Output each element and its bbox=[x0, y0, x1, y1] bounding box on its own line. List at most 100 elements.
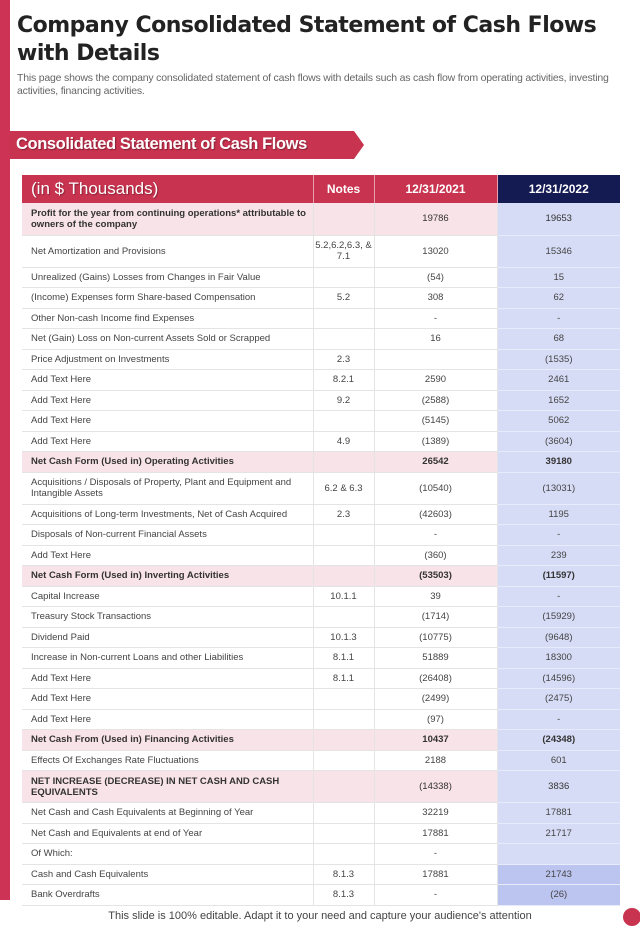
row-label: Effects Of Exchanges Rate Fluctuations bbox=[22, 750, 314, 771]
row-notes bbox=[313, 802, 375, 824]
row-notes bbox=[313, 750, 375, 771]
table-row: Profit for the year from continuing oper… bbox=[22, 203, 620, 236]
row-value-2022: (15929) bbox=[497, 606, 620, 628]
row-value-2022: 19653 bbox=[497, 203, 620, 236]
row-value-2021: - bbox=[374, 308, 498, 329]
row-value-2022: - bbox=[497, 524, 620, 546]
table-row: Capital Increase 10.1.1 39- bbox=[22, 586, 620, 607]
row-label: Add Text Here bbox=[22, 410, 314, 432]
row-label: Increase in Non-current Loans and other … bbox=[22, 647, 314, 669]
row-label: Dividend Paid bbox=[22, 627, 314, 648]
footer-note: This slide is 100% editable. Adapt it to… bbox=[108, 910, 532, 922]
row-label: Net Cash and Equivalents at end of Year bbox=[22, 823, 314, 844]
page-subtitle: This page shows the company consolidated… bbox=[17, 72, 609, 97]
row-label: Net Cash From (Used in) Financing Activi… bbox=[22, 729, 314, 751]
row-label: (Income) Expenses form Share-based Compe… bbox=[22, 287, 314, 309]
row-notes: 9.2 bbox=[313, 390, 375, 411]
row-notes bbox=[313, 451, 375, 473]
table-row: Cash and Cash Equivalents 8.1.3 17881 21743 bbox=[22, 864, 620, 885]
section-banner: Consolidated Statement of Cash Flows bbox=[10, 131, 364, 159]
row-value-2021: - bbox=[374, 843, 498, 865]
row-notes bbox=[313, 843, 375, 865]
row-value-2022: 239 bbox=[497, 545, 620, 566]
row-notes bbox=[313, 565, 375, 587]
table-row: Net Cash and Cash Equivalents at Beginni… bbox=[22, 802, 620, 824]
row-label: Add Text Here bbox=[22, 545, 314, 566]
row-value-2022: 62 bbox=[497, 287, 620, 309]
row-value-2021: (2588) bbox=[374, 390, 498, 411]
row-value-2021: (10775) bbox=[374, 627, 498, 648]
section-title: Consolidated Statement of Cash Flows bbox=[16, 135, 307, 153]
row-notes: 4.9 bbox=[313, 431, 375, 452]
row-notes: 2.3 bbox=[313, 504, 375, 525]
table-row: Net Cash Form (Used in) Inverting Activi… bbox=[22, 565, 620, 587]
row-value-2021: (54) bbox=[374, 267, 498, 288]
row-value-2021: (1714) bbox=[374, 606, 498, 628]
row-value-2021: 32219 bbox=[374, 802, 498, 824]
row-notes: 6.2 & 6.3 bbox=[313, 472, 375, 505]
row-value-2022: (11597) bbox=[497, 565, 620, 587]
row-value-2022: 17881 bbox=[497, 802, 620, 824]
row-label: NET INCREASE (DECREASE) IN NET CASH AND … bbox=[22, 770, 314, 803]
row-value-2022: 68 bbox=[497, 328, 620, 350]
row-notes: 8.2.1 bbox=[313, 369, 375, 391]
row-notes bbox=[313, 410, 375, 432]
row-value-2021: 10437 bbox=[374, 729, 498, 751]
row-value-2022: 5062 bbox=[497, 410, 620, 432]
row-value-2021: 13020 bbox=[374, 235, 498, 268]
row-value-2021: (2499) bbox=[374, 688, 498, 710]
row-notes: 8.1.3 bbox=[313, 884, 375, 906]
row-value-2021: (1389) bbox=[374, 431, 498, 452]
row-value-2021: 51889 bbox=[374, 647, 498, 669]
header-notes: Notes bbox=[313, 175, 375, 203]
row-value-2021: 2188 bbox=[374, 750, 498, 771]
row-value-2021: (5145) bbox=[374, 410, 498, 432]
table-row: (Income) Expenses form Share-based Compe… bbox=[22, 287, 620, 309]
row-label: Treasury Stock Transactions bbox=[22, 606, 314, 628]
table-row: Acquisitions of Long-term Investments, N… bbox=[22, 504, 620, 525]
table-row: Add Text Here (2499) (2475) bbox=[22, 688, 620, 710]
header-2022: 12/31/2022 bbox=[497, 175, 620, 203]
row-value-2021: (42603) bbox=[374, 504, 498, 525]
row-label: Net Cash Form (Used in) Operating Activi… bbox=[22, 451, 314, 473]
row-label: Add Text Here bbox=[22, 709, 314, 730]
row-notes bbox=[313, 606, 375, 628]
row-value-2021 bbox=[374, 349, 498, 370]
row-label: Disposals of Non-current Financial Asset… bbox=[22, 524, 314, 546]
row-value-2022: 15346 bbox=[497, 235, 620, 268]
table-row: Add Text Here 9.2 (2588) 1652 bbox=[22, 390, 620, 411]
row-value-2022: 1195 bbox=[497, 504, 620, 525]
row-value-2021: 308 bbox=[374, 287, 498, 309]
row-notes bbox=[313, 328, 375, 350]
table-row: Treasury Stock Transactions (1714) (15929) bbox=[22, 606, 620, 628]
table-row: Net Cash and Equivalents at end of Year 1… bbox=[22, 823, 620, 844]
row-label: Net Cash Form (Used in) Inverting Activi… bbox=[22, 565, 314, 587]
table-row: Add Text Here 8.2.1 2590 2461 bbox=[22, 369, 620, 391]
row-value-2021: (14338) bbox=[374, 770, 498, 803]
row-label: Profit for the year from continuing oper… bbox=[22, 203, 314, 236]
row-notes bbox=[313, 823, 375, 844]
row-value-2022: 18300 bbox=[497, 647, 620, 669]
table-row: Net Cash Form (Used in) Operating Activi… bbox=[22, 451, 620, 473]
row-value-2022: 3836 bbox=[497, 770, 620, 803]
row-label: Cash and Cash Equivalents bbox=[22, 864, 314, 885]
row-value-2022: - bbox=[497, 586, 620, 607]
left-accent-bar bbox=[0, 0, 10, 900]
row-value-2021: 19786 bbox=[374, 203, 498, 236]
table-row: Net Cash From (Used in) Financing Activi… bbox=[22, 729, 620, 751]
table-row: Net (Gain) Loss on Non-current Assets So… bbox=[22, 328, 620, 350]
table-row: Effects Of Exchanges Rate Fluctuations 21… bbox=[22, 750, 620, 771]
row-value-2022: (1535) bbox=[497, 349, 620, 370]
row-notes: 8.1.1 bbox=[313, 668, 375, 689]
header-label: (in $ Thousands) bbox=[22, 175, 314, 203]
row-value-2021: 17881 bbox=[374, 823, 498, 844]
row-value-2022: (24348) bbox=[497, 729, 620, 751]
table-row: Of Which: - bbox=[22, 843, 620, 865]
table-row: Add Text Here (360) 239 bbox=[22, 545, 620, 566]
row-notes: 5.2 bbox=[313, 287, 375, 309]
row-value-2022: 21743 bbox=[497, 864, 620, 885]
row-notes: 10.1.1 bbox=[313, 586, 375, 607]
row-value-2021: - bbox=[374, 884, 498, 906]
table-row: Net Amortization and Provisions 5.2,6.2,6… bbox=[22, 235, 620, 268]
table-row: Add Text Here (5145) 5062 bbox=[22, 410, 620, 432]
